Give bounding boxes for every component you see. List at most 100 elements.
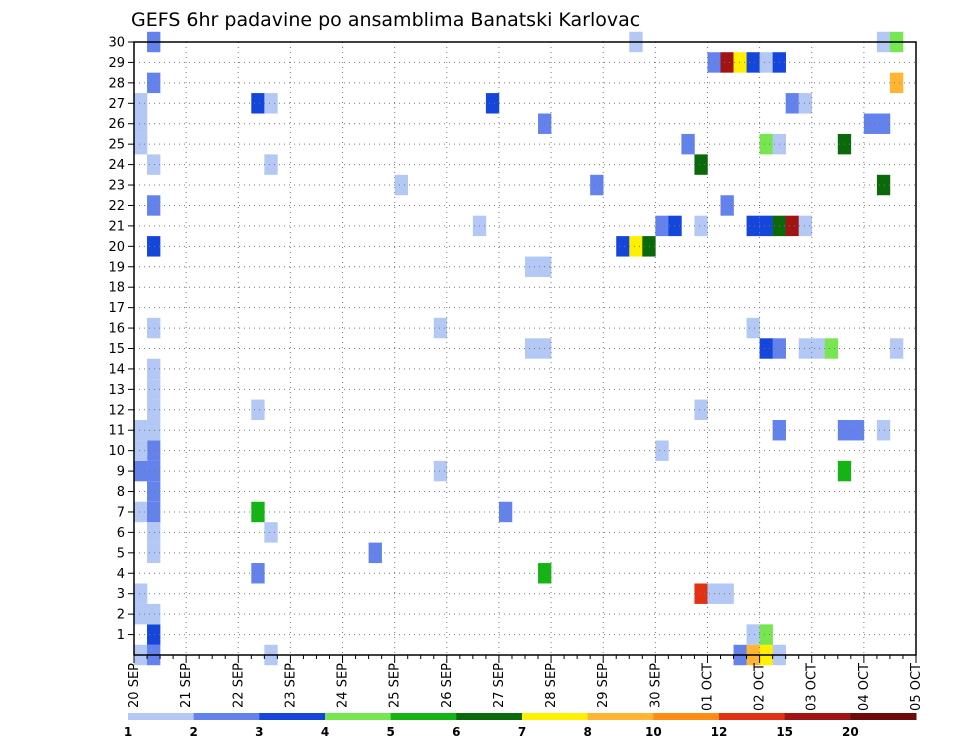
x-tick-label: 01 OCT bbox=[700, 663, 715, 711]
precip-cell bbox=[720, 52, 734, 73]
precip-cell bbox=[746, 317, 760, 339]
precip-cell bbox=[134, 583, 148, 604]
precip-cell bbox=[433, 317, 448, 339]
precip-cell bbox=[394, 174, 408, 196]
precip-cell bbox=[889, 338, 904, 359]
precip-cell bbox=[681, 133, 695, 155]
y-tick-label: 10 bbox=[108, 444, 125, 459]
precip-cell bbox=[759, 624, 773, 645]
x-tick-label: 04 OCT bbox=[857, 663, 872, 711]
precip-cell bbox=[759, 215, 773, 237]
precip-cell bbox=[694, 215, 708, 237]
precip-cell bbox=[694, 154, 708, 175]
precip-cell bbox=[264, 93, 278, 114]
precip-cell bbox=[134, 420, 148, 441]
precip-cell bbox=[876, 174, 891, 196]
x-tick-label: 05 OCT bbox=[909, 663, 924, 711]
colorbar-label: 4 bbox=[321, 725, 329, 739]
precip-cell bbox=[720, 195, 734, 216]
y-tick-label: 6 bbox=[117, 526, 125, 541]
precip-cell bbox=[785, 215, 799, 237]
chart-title: GEFS 6hr padavine po ansamblima Banatski… bbox=[131, 9, 640, 31]
x-tick-label: 27 SEP bbox=[492, 663, 507, 708]
colorbar-label: 20 bbox=[842, 725, 859, 739]
precip-cell bbox=[251, 563, 265, 584]
precip-cell bbox=[147, 195, 161, 216]
precip-cell bbox=[759, 133, 773, 155]
colorbar-label: 7 bbox=[518, 725, 526, 739]
precip-cell bbox=[147, 154, 161, 175]
precip-cell bbox=[264, 154, 278, 175]
y-tick-label: 24 bbox=[108, 158, 125, 173]
precip-cell bbox=[134, 440, 148, 461]
precip-cell bbox=[785, 93, 799, 114]
y-tick-label: 30 bbox=[108, 36, 125, 51]
x-tick-label: 30 SEP bbox=[648, 663, 663, 708]
y-tick-label: 18 bbox=[108, 281, 125, 296]
x-tick-label: 23 SEP bbox=[283, 663, 298, 708]
precip-cell bbox=[134, 501, 148, 523]
x-tick-label: 20 SEP bbox=[127, 663, 142, 708]
precip-cell bbox=[368, 542, 382, 564]
precip-cell bbox=[798, 93, 813, 114]
y-tick-label: 1 bbox=[117, 628, 125, 643]
colorbar-swatch bbox=[587, 713, 654, 720]
grid-lines bbox=[133, 41, 917, 655]
y-tick-label: 15 bbox=[108, 342, 125, 357]
y-tick-label: 11 bbox=[108, 424, 125, 439]
precip-cell bbox=[251, 93, 265, 114]
colorbar-swatch bbox=[653, 713, 720, 720]
colorbar-swatch bbox=[128, 713, 195, 720]
precip-cell bbox=[759, 338, 773, 359]
precip-cell bbox=[863, 113, 878, 134]
colorbar: 1 2 3 4 5 6 7 8 10 12 15 20 bbox=[124, 713, 917, 739]
precip-cell bbox=[694, 583, 708, 604]
y-tick-label: 27 bbox=[108, 97, 125, 112]
precip-cell bbox=[147, 420, 161, 441]
precip-cell bbox=[264, 522, 278, 543]
x-axis: 20 SEP 21 SEP 22 SEP 23 SEP 24 SEP 25 SEP 26 S… bbox=[127, 655, 924, 711]
precip-cell bbox=[251, 399, 265, 421]
precip-cell bbox=[668, 215, 682, 237]
colorbar-label: 10 bbox=[645, 725, 662, 739]
precip-cell bbox=[134, 133, 148, 155]
precip-cell bbox=[134, 603, 148, 625]
precip-cell bbox=[147, 379, 161, 400]
precip-cell bbox=[147, 236, 161, 257]
precip-cell bbox=[525, 256, 539, 277]
x-tick-label: 02 OCT bbox=[753, 663, 768, 711]
precip-cell bbox=[134, 460, 148, 482]
precip-cell bbox=[746, 624, 760, 645]
precip-cell bbox=[147, 460, 161, 482]
precip-cell bbox=[525, 338, 539, 359]
colorbar-label: 2 bbox=[189, 725, 197, 739]
colorbar-label: 5 bbox=[386, 725, 394, 739]
x-tick-label: 26 SEP bbox=[440, 663, 455, 708]
precip-cell bbox=[733, 52, 747, 73]
precip-cell bbox=[824, 338, 839, 359]
y-tick-label: 16 bbox=[108, 322, 125, 337]
colorbar-swatch bbox=[325, 713, 392, 720]
y-axis: 1234567891011121314151617181920212223242… bbox=[108, 36, 134, 643]
precip-cell bbox=[147, 399, 161, 421]
colorbar-label: 1 bbox=[124, 725, 132, 739]
precip-cell bbox=[876, 113, 891, 134]
y-tick-label: 20 bbox=[108, 240, 125, 255]
colorbar-swatch bbox=[719, 713, 786, 720]
precip-cell bbox=[251, 501, 265, 523]
y-tick-label: 13 bbox=[108, 383, 125, 398]
precip-cell bbox=[850, 420, 865, 441]
y-tick-label: 23 bbox=[108, 179, 125, 194]
precip-cell bbox=[720, 583, 734, 604]
precip-cell bbox=[147, 542, 161, 564]
colorbar-label: 8 bbox=[583, 725, 591, 739]
precip-cell bbox=[498, 501, 513, 523]
colorbar-label: 15 bbox=[776, 725, 793, 739]
colorbar-label: 3 bbox=[255, 725, 263, 739]
colorbar-swatch bbox=[390, 713, 457, 720]
precip-cells bbox=[134, 31, 904, 666]
colorbar-swatch bbox=[456, 713, 523, 720]
x-tick-label: 29 SEP bbox=[596, 663, 611, 708]
precip-cell bbox=[798, 215, 813, 237]
